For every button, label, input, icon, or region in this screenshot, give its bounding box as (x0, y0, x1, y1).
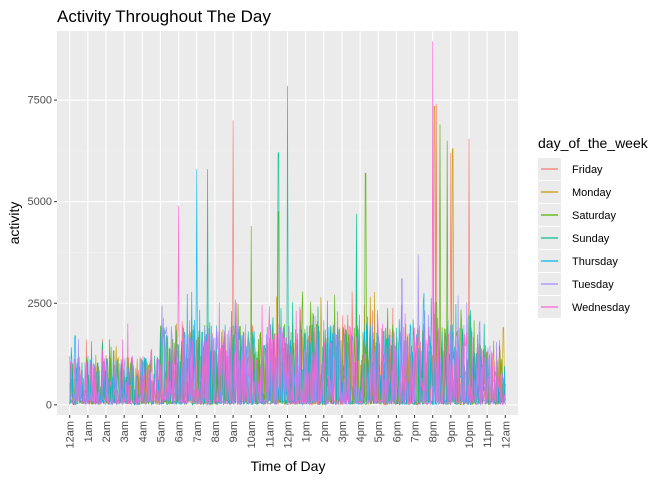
y-tick-label: 2500 (28, 298, 52, 310)
legend-label: Saturday (572, 210, 617, 222)
series-line-thursday (69, 169, 506, 406)
legend-label: Sunday (572, 233, 610, 245)
x-tick-label: 1am (83, 421, 95, 442)
x-tick-label: 10am (246, 421, 258, 449)
x-tick-label: 2pm (319, 421, 331, 442)
series-line-sunday (69, 85, 506, 407)
series-lines (69, 41, 506, 407)
x-tick-label: 4am (137, 421, 149, 442)
x-tick-label: 7pm (410, 421, 422, 442)
legend-title: day_of_the_week (538, 135, 649, 151)
legend-item-sunday: Sunday (538, 227, 610, 249)
x-tick-label: 11am (264, 421, 276, 448)
chart-title: Activity Throughout The Day (57, 7, 271, 26)
x-tick-label: 5pm (373, 421, 385, 442)
x-tick-label: 8am (210, 421, 222, 442)
legend-item-saturday: Saturday (538, 204, 617, 226)
x-tick-label: 12pm (283, 421, 295, 449)
x-tick-label: 10pm (464, 421, 476, 449)
x-tick-label: 4pm (355, 421, 367, 442)
legend-item-tuesday: Tuesday (538, 273, 614, 295)
x-tick-label: 1pm (301, 421, 313, 442)
legend-label: Monday (572, 187, 612, 199)
legend-label: Wednesday (572, 302, 630, 314)
x-axis-label: Time of Day (251, 458, 326, 474)
x-tick-label: 3am (119, 421, 131, 442)
x-tick-label: 6am (174, 421, 186, 442)
x-tick-label: 7am (192, 421, 204, 442)
y-tick-label: 7500 (28, 95, 52, 107)
x-tick-label: 3pm (337, 421, 349, 442)
series-line-wednesday (69, 41, 506, 406)
x-tick-label: 12am (500, 421, 512, 449)
axes: 0 2500 5000 7500 12am 1am 2am 3am 4am 5am 6am 7am 8a… (28, 95, 513, 449)
x-tick-label: 8pm (428, 421, 440, 442)
legend-item-thursday: Thursday (538, 250, 618, 272)
x-tick-label: 6pm (391, 421, 403, 442)
x-tick-label: 9pm (446, 421, 458, 442)
legend-item-wednesday: Wednesday (538, 296, 630, 318)
legend-item-friday: Friday (538, 158, 603, 180)
legend-item-monday: Monday (538, 181, 612, 203)
x-tick-label: 2am (101, 421, 113, 442)
series-line-tuesday (69, 254, 506, 406)
y-tick-label: 5000 (28, 196, 52, 208)
legend-label: Friday (572, 164, 603, 176)
y-tick-label: 0 (46, 399, 52, 411)
y-axis-label: activity (6, 202, 22, 245)
x-tick-label: 12am (65, 421, 77, 449)
legend-label: Tuesday (572, 279, 614, 291)
x-tick-label: 9am (228, 421, 240, 442)
x-tick-label: 11pm (482, 421, 494, 448)
legend: day_of_the_week Friday Monday Saturday Sund… (538, 135, 649, 318)
x-tick-label: 5am (155, 421, 167, 442)
legend-label: Thursday (572, 256, 618, 268)
